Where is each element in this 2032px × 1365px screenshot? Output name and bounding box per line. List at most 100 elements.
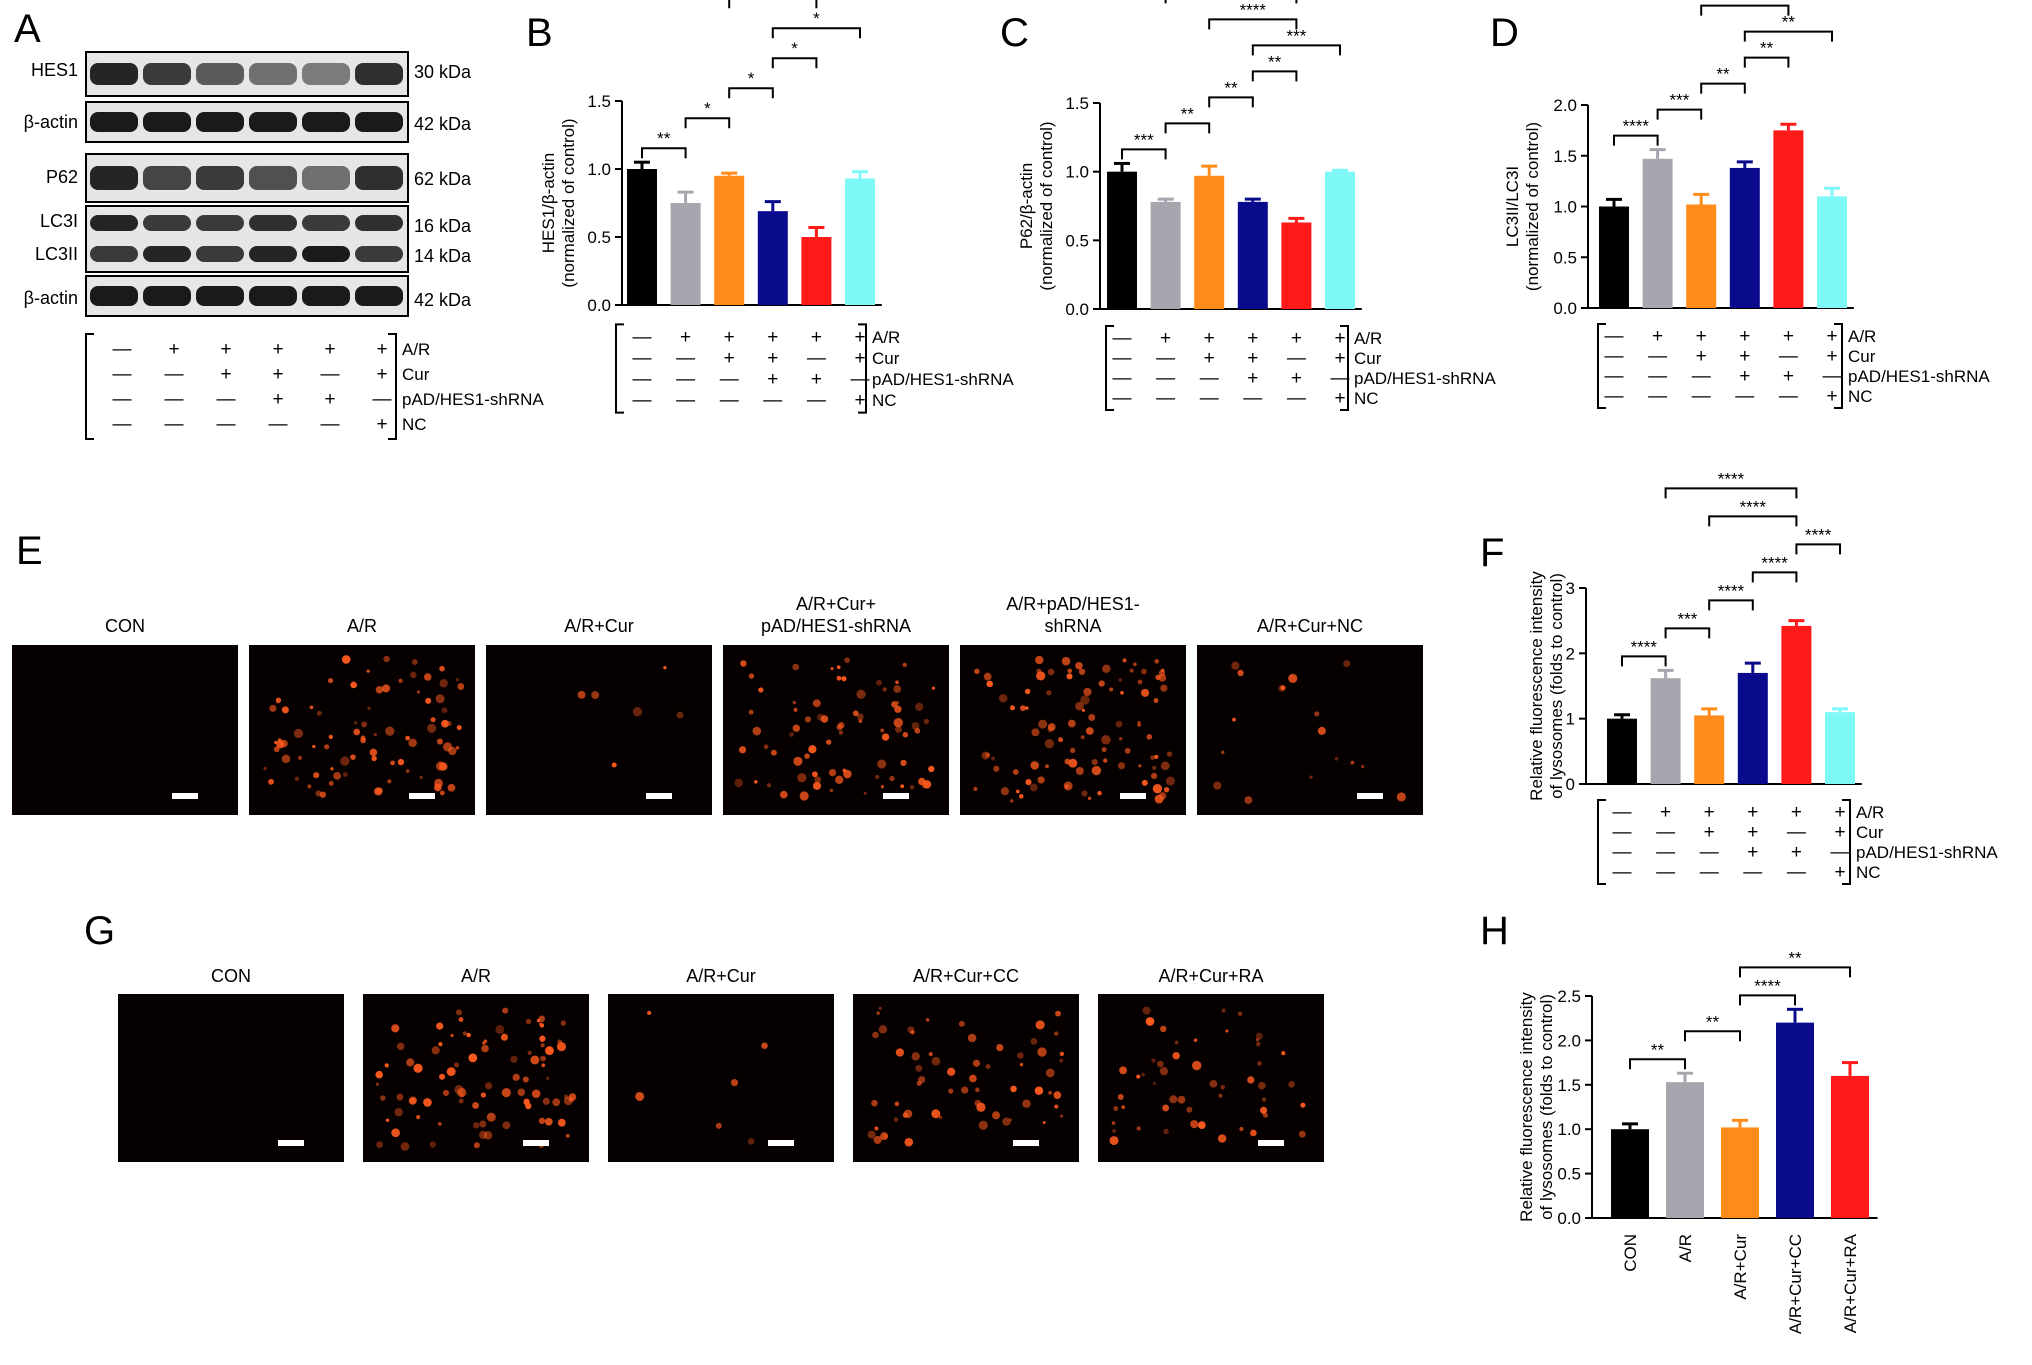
- lysosome-signal: [369, 748, 378, 757]
- lysosome-signal: [1124, 747, 1131, 754]
- y-tick-label: 1.0: [1065, 163, 1089, 182]
- lysosome-signal: [1109, 1136, 1119, 1146]
- lysosome-signal: [1160, 684, 1168, 692]
- lysosome-signal: [738, 746, 747, 754]
- blot-size-label: 30 kDa: [414, 62, 472, 82]
- significance-bracket: [1708, 515, 1798, 527]
- lysosome-signal: [481, 1044, 489, 1053]
- blot-band: [143, 215, 191, 231]
- lysosome-signal: [730, 1079, 739, 1087]
- lysosome-signal: [436, 738, 444, 745]
- lysosome-signal: [1070, 747, 1076, 753]
- treatment-cell: —: [1779, 346, 1798, 367]
- lysosome-signal: [1152, 1081, 1156, 1086]
- lysosome-signal: [931, 1056, 941, 1066]
- treatment-cell: —: [1605, 326, 1624, 347]
- lysosome-signal: [517, 1088, 526, 1097]
- treatment-cell: —: [217, 414, 236, 435]
- lysosome-signal: [531, 1089, 541, 1099]
- bar: [1281, 222, 1312, 309]
- lysosome-signal: [900, 759, 907, 767]
- lysosome-signal: [577, 690, 586, 699]
- treatment-cell: —: [851, 369, 870, 390]
- lysosome-signal: [874, 1126, 879, 1131]
- lysosome-signal: [1177, 1095, 1186, 1104]
- treatment-cell: —: [1331, 368, 1350, 389]
- blot-box: [85, 205, 409, 273]
- lysosome-signal: [812, 699, 821, 708]
- treatment-cell: —: [1113, 368, 1132, 389]
- significance-label: *: [704, 99, 711, 118]
- lysosome-signal: [1151, 1058, 1156, 1063]
- treatment-label: pAD/HES1-shRNA: [402, 390, 544, 409]
- lysosome-signal: [1163, 786, 1170, 793]
- lysosome-signal: [808, 745, 817, 754]
- significance-label: *: [813, 9, 820, 28]
- bar: [627, 169, 657, 305]
- treatment-cell: —: [807, 390, 826, 411]
- lysosome-signal: [991, 756, 996, 761]
- significance-bracket: [1739, 994, 1796, 1006]
- lysosome-signal: [540, 1043, 545, 1048]
- panel-letter-c: C: [1000, 11, 1029, 55]
- lysosome-signal: [353, 728, 361, 736]
- lysosome-signal: [766, 783, 772, 788]
- treatment-cell: +: [1696, 326, 1707, 347]
- blot-band: [143, 246, 191, 262]
- lysosome-signal: [632, 707, 643, 717]
- lysosome-signal: [1015, 789, 1020, 794]
- blot-band: [355, 63, 403, 85]
- treatment-cell: +: [1783, 366, 1794, 387]
- significance-bracket: [1795, 543, 1841, 555]
- blot-band: [302, 166, 350, 190]
- lysosome-signal: [856, 689, 866, 699]
- treatment-cell: +: [1704, 802, 1715, 823]
- blot-band: [90, 286, 138, 306]
- lysosome-signal: [895, 1048, 904, 1057]
- blot-band: [302, 246, 350, 262]
- lysosome-signal: [1298, 1130, 1306, 1138]
- treatment-cell: —: [1156, 368, 1175, 389]
- lysosome-signal: [1075, 766, 1084, 776]
- lysosome-signal: [1029, 783, 1038, 792]
- y-axis-label-line: Relative fluorescence intensity: [1517, 992, 1536, 1222]
- blot-box: [85, 275, 409, 317]
- lysosome-signal: [297, 755, 303, 760]
- lysosome-signal: [1288, 1081, 1295, 1088]
- lysosome-signal: [1053, 1091, 1062, 1099]
- significance-bracket: [1251, 44, 1341, 56]
- y-axis-label-line: P62/β-actin: [1017, 163, 1036, 249]
- lysosome-signal: [1244, 796, 1253, 805]
- lysosome-signal: [439, 790, 445, 796]
- lysosome-signal: [1145, 1017, 1155, 1026]
- bar: [1686, 204, 1717, 308]
- lysosome-signal: [1036, 668, 1042, 674]
- lysosome-signal: [406, 1058, 415, 1067]
- lysosome-signal: [770, 749, 777, 756]
- lysosome-signal: [400, 1142, 410, 1151]
- image-caption: shRNA: [1044, 616, 1101, 636]
- lysosome-signal: [1080, 695, 1090, 705]
- lysosome-signal: [1146, 734, 1153, 740]
- lysosome-signal: [878, 1006, 882, 1010]
- lysosome-signal: [1047, 723, 1056, 731]
- bar: [1776, 1022, 1814, 1218]
- blot-band: [302, 112, 350, 132]
- lysosome-signal: [1035, 1020, 1045, 1030]
- lysosome-signal: [928, 1052, 933, 1057]
- lysosome-signal: [425, 697, 432, 704]
- treatment-label: NC: [1848, 387, 1873, 406]
- treatment-cell: +: [1204, 348, 1215, 369]
- lysosome-signal: [1152, 784, 1163, 794]
- lysosome-signal: [1239, 1126, 1244, 1132]
- lysosome-signal: [557, 1118, 566, 1127]
- bar: [670, 203, 701, 305]
- lysosome-signal: [1020, 705, 1026, 712]
- lysosome-signal: [375, 1070, 383, 1079]
- treatment-cell: —: [1735, 386, 1754, 407]
- lysosome-signal: [974, 668, 980, 675]
- lysosome-signal: [961, 1086, 969, 1094]
- scale-bar: [1013, 1140, 1039, 1146]
- lysosome-signal: [436, 1022, 444, 1030]
- lysosome-signal: [1078, 668, 1086, 675]
